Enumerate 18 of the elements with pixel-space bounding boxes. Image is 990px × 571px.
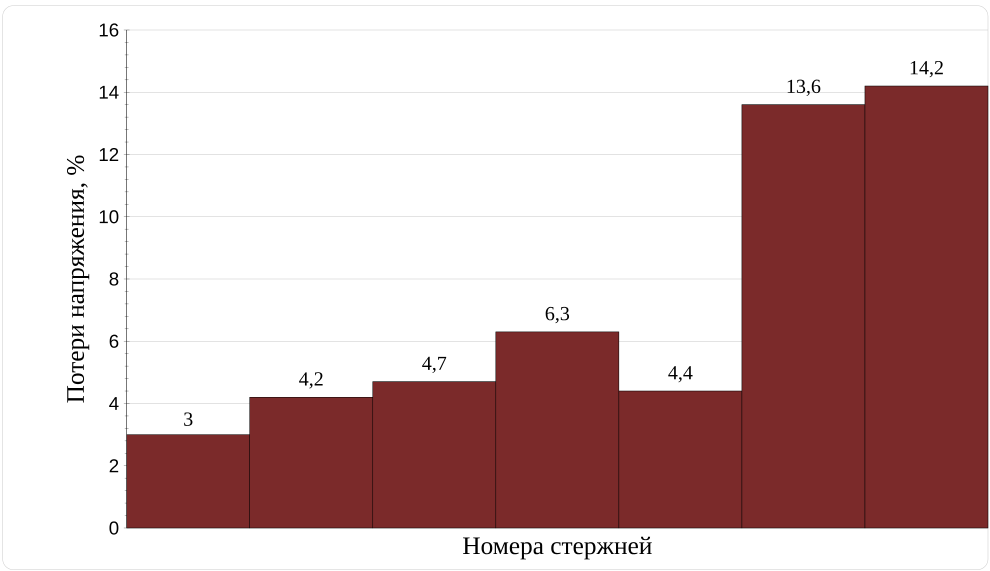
- y-tick-label: 6: [110, 334, 118, 348]
- y-axis-title: Потери напряжения, %: [66, 156, 90, 403]
- y-tick-label: 0: [109, 521, 118, 535]
- data-label: 6,3: [546, 306, 570, 324]
- y-tick-label: 8: [110, 272, 118, 286]
- data-label: 4,2: [299, 372, 323, 389]
- y-tick-label: 16: [100, 23, 118, 37]
- y-tick-label: 14: [100, 86, 119, 99]
- y-tick-label: 2: [110, 459, 118, 472]
- data-label: 3: [184, 412, 192, 426]
- y-tick-label: 4: [109, 397, 119, 410]
- data-label: 14,2: [910, 60, 943, 78]
- y-tick-label: 10: [100, 210, 118, 224]
- data-label: 13,6: [788, 80, 820, 96]
- data-label: 4,4: [668, 366, 693, 382]
- x-axis-title: Номера стержней: [463, 536, 652, 560]
- data-label: 4,7: [422, 356, 446, 373]
- y-tick-label: 12: [100, 148, 118, 162]
